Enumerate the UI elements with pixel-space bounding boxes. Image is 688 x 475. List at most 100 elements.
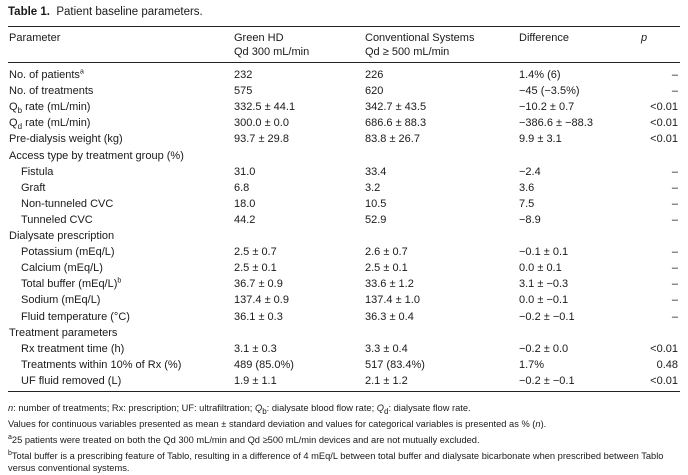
row-parameter: Tunneled CVC: [21, 214, 93, 226]
header-green-line2: Qd 300 mL/min: [234, 46, 310, 58]
row-p-value: –: [671, 69, 678, 81]
row-difference-value: 7.5: [519, 198, 535, 210]
row-green-hd-value: 232: [234, 69, 253, 81]
row-conventional-value: 33.6 ± 1.2: [365, 278, 414, 290]
header-parameter: Parameter: [9, 32, 61, 44]
row-green-hd-value: 6.8: [234, 182, 250, 194]
header-conv-line1: Conventional Systems: [365, 32, 475, 44]
row-parameter: No. of treatments: [9, 85, 94, 97]
row-difference-value: −2.4: [519, 166, 541, 178]
row-difference-value: −0.2 ± 0.0: [519, 343, 569, 355]
row-difference-value: 9.9 ± 3.1: [519, 133, 562, 145]
row-difference-value: −0.1 ± 0.1: [519, 246, 569, 258]
row-conventional-value: 36.3 ± 0.4: [365, 311, 414, 323]
header-rule: [8, 62, 680, 63]
row-green-hd-value: 489 (85.0%): [234, 359, 294, 371]
row-parameter: Fluid temperature (°C): [21, 311, 130, 323]
row-parameter: Calcium (mEq/L): [21, 262, 103, 274]
row-difference-value: 3.1 ± −0.3: [519, 278, 569, 290]
bottom-rule: [8, 391, 680, 392]
row-conventional-value: 33.4: [365, 166, 387, 178]
row-green-hd-value: 36.1 ± 0.3: [234, 311, 283, 323]
row-parameter: UF fluid removed (L): [21, 375, 122, 387]
row-green-hd-value: 2.5 ± 0.7: [234, 246, 277, 258]
row-conventional-value: 2.6 ± 0.7: [365, 246, 408, 258]
row-conventional-value: 686.6 ± 88.3: [365, 117, 427, 129]
row-difference-value: 0.0 ± 0.1: [519, 262, 562, 274]
row-conventional-value: 620: [365, 85, 384, 97]
row-conventional-value: 517 (83.4%): [365, 359, 425, 371]
row-green-hd-value: 31.0: [234, 166, 256, 178]
footnote-b: bTotal buffer is a prescribing feature o…: [8, 449, 664, 473]
row-green-hd-value: 36.7 ± 0.9: [234, 278, 283, 290]
row-difference-value: −0.2 ± −0.1: [519, 311, 575, 323]
row-p-value: –: [671, 214, 678, 226]
row-difference-value: −0.2 ± −0.1: [519, 375, 575, 387]
row-conventional-value: 2.1 ± 1.2: [365, 375, 408, 387]
row-p-value: <0.01: [650, 343, 678, 355]
row-green-hd-value: 2.5 ± 0.1: [234, 262, 277, 274]
row-parameter: Qd rate (mL/min): [9, 117, 91, 132]
row-green-hd-value: 18.0: [234, 198, 256, 210]
row-parameter: Fistula: [21, 166, 54, 178]
row-p-value: –: [671, 85, 678, 97]
row-green-hd-value: 1.9 ± 1.1: [234, 375, 277, 387]
row-difference-value: −10.2 ± 0.7: [519, 101, 575, 113]
row-conventional-value: 10.5: [365, 198, 387, 210]
row-p-value: –: [671, 262, 678, 274]
row-parameter: Rx treatment time (h): [21, 343, 125, 355]
header-conventional: Conventional Systems Qd ≥ 500 mL/min: [365, 31, 474, 59]
row-p-value: –: [671, 311, 678, 323]
row-difference-value: 1.7%: [519, 359, 545, 371]
row-p-value: <0.01: [650, 101, 678, 113]
header-green-line1: Green HD: [234, 32, 284, 44]
header-p: p: [641, 32, 648, 44]
row-conventional-value: 2.5 ± 0.1: [365, 262, 408, 274]
row-green-hd-value: 332.5 ± 44.1: [234, 101, 296, 113]
footnote-values: Values for continuous variables presente…: [8, 419, 547, 429]
top-rule: [8, 26, 680, 27]
row-p-value: –: [671, 198, 678, 210]
row-p-value: <0.01: [650, 133, 678, 145]
row-parameter: Non-tunneled CVC: [21, 198, 114, 210]
row-green-hd-value: 137.4 ± 0.9: [234, 294, 289, 306]
row-parameter: Pre-dialysis weight (kg): [9, 133, 123, 145]
row-parameter: Treatments within 10% of Rx (%): [21, 359, 182, 371]
header-green-hd: Green HD Qd 300 mL/min: [234, 31, 309, 59]
row-conventional-value: 83.8 ± 26.7: [365, 133, 420, 145]
row-green-hd-value: 3.1 ± 0.3: [234, 343, 277, 355]
row-p-value: –: [671, 278, 678, 290]
row-conventional-value: 3.3 ± 0.4: [365, 343, 408, 355]
row-green-hd-value: 93.7 ± 29.8: [234, 133, 289, 145]
row-p-value: –: [671, 182, 678, 194]
row-parameter: Potassium (mEq/L): [21, 246, 115, 258]
row-parameter: Dialysate prescription: [9, 230, 115, 242]
header-difference: Difference: [519, 32, 569, 44]
row-p-value: –: [671, 166, 678, 178]
row-parameter: Sodium (mEq/L): [21, 294, 101, 306]
row-parameter: No. of patientsa: [9, 68, 84, 81]
row-conventional-value: 342.7 ± 43.5: [365, 101, 427, 113]
row-conventional-value: 226: [365, 69, 384, 81]
row-p-value: <0.01: [650, 117, 678, 129]
row-parameter: Treatment parameters: [9, 327, 118, 339]
row-green-hd-value: 575: [234, 85, 253, 97]
row-parameter: Qb rate (mL/min): [9, 101, 91, 116]
row-p-value: –: [671, 246, 678, 258]
table-caption: Patient baseline parameters.: [56, 6, 203, 18]
row-conventional-value: 137.4 ± 1.0: [365, 294, 420, 306]
row-parameter: Graft: [21, 182, 46, 194]
row-difference-value: −386.6 ± −88.3: [519, 117, 593, 129]
row-difference-value: 0.0 ± −0.1: [519, 294, 569, 306]
footnote-a: a25 patients were treated on both the Qd…: [8, 433, 480, 445]
row-difference-value: 1.4% (6): [519, 69, 561, 81]
table-label: Table 1.: [8, 6, 50, 18]
footnote-abbreviations: n: number of treatments; Rx: prescriptio…: [8, 403, 471, 416]
row-difference-value: 3.6: [519, 182, 535, 194]
header-conv-line2: Qd ≥ 500 mL/min: [365, 46, 450, 58]
table-title: Table 1. Patient baseline parameters.: [8, 6, 203, 18]
row-green-hd-value: 300.0 ± 0.0: [234, 117, 289, 129]
row-difference-value: −8.9: [519, 214, 541, 226]
row-parameter: Access type by treatment group (%): [9, 150, 184, 162]
row-p-value: 0.48: [656, 359, 678, 371]
